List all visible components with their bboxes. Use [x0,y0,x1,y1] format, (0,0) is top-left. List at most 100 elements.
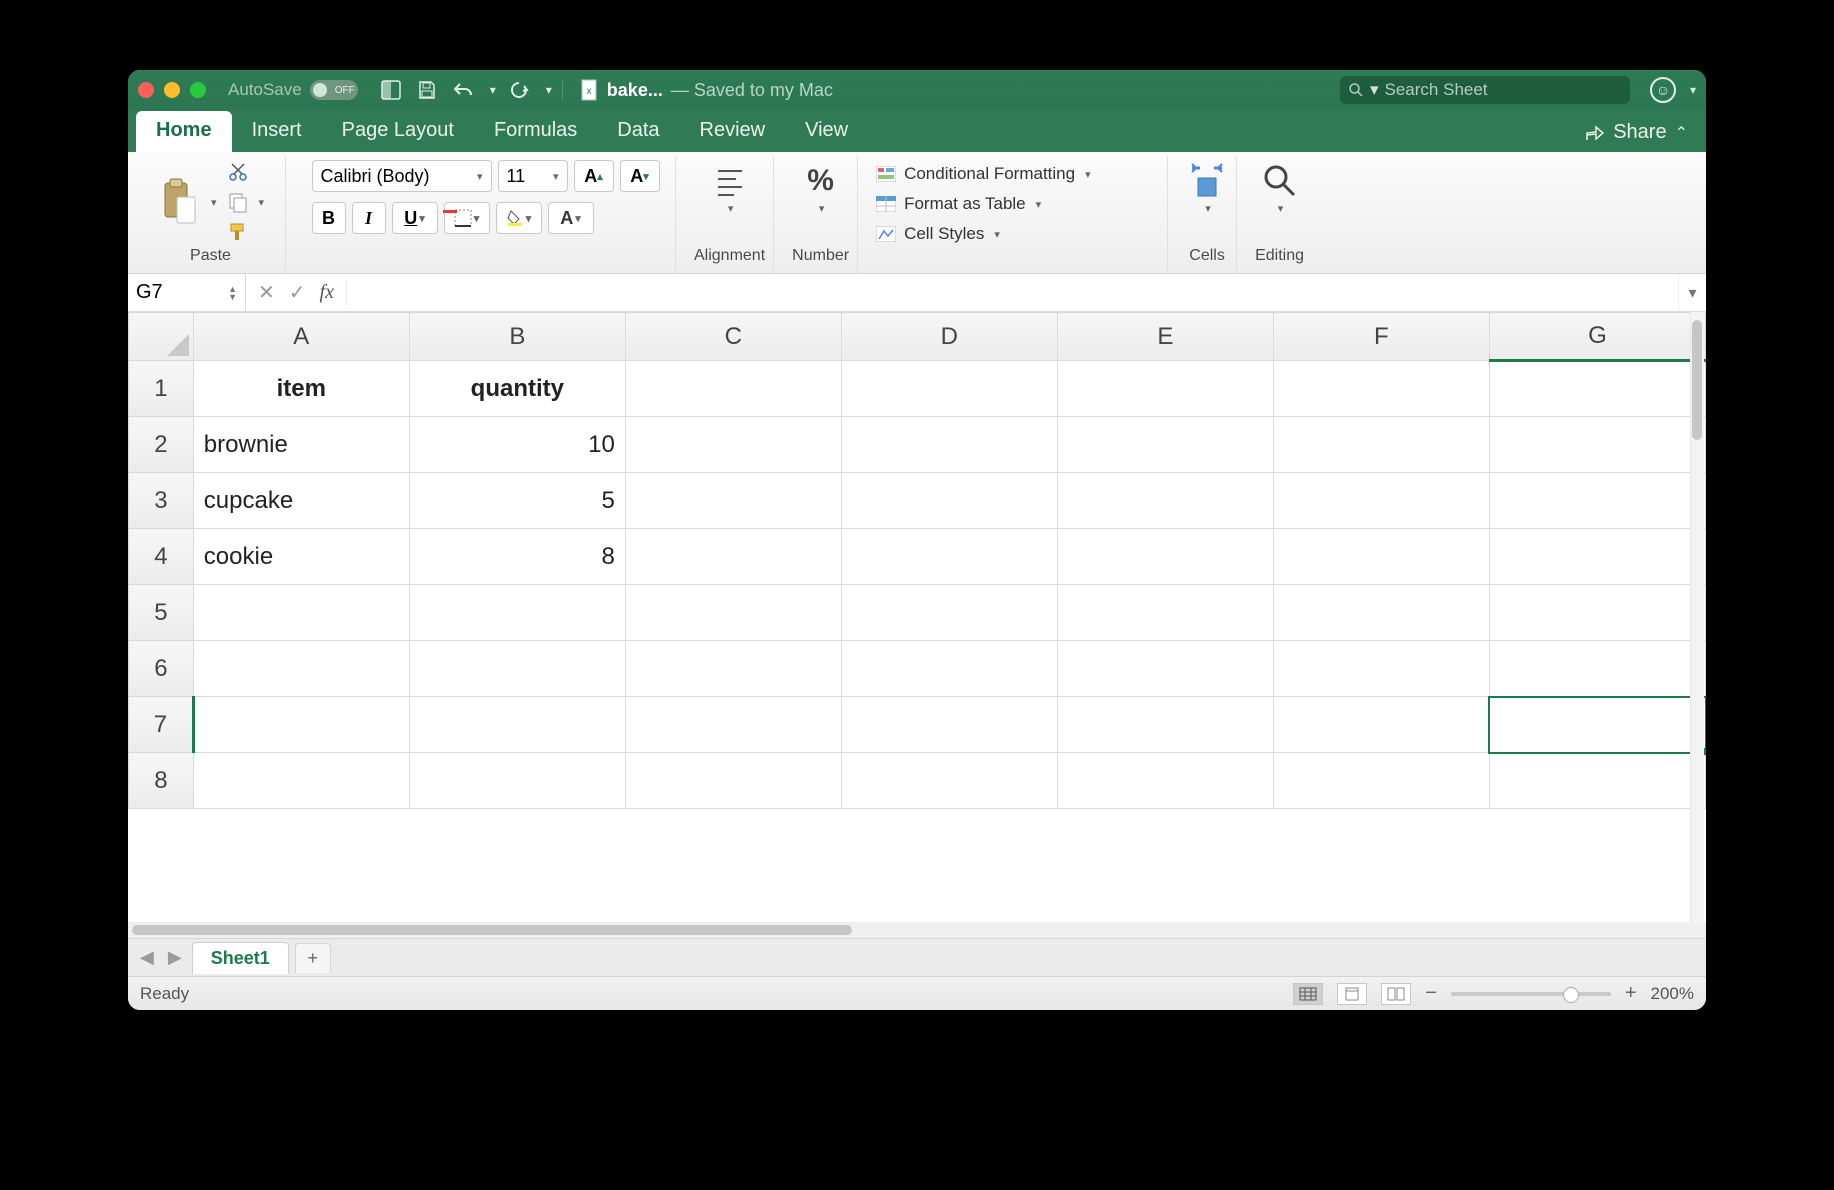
cell[interactable] [841,585,1057,641]
close-window-button[interactable] [138,82,154,98]
italic-button[interactable]: I [352,202,386,234]
cell[interactable] [1489,753,1705,809]
feedback-dropdown[interactable]: ▾ [1690,83,1696,97]
cell[interactable] [1057,641,1273,697]
autosave-toggle[interactable]: AutoSave OFF [228,80,358,100]
qat-customize[interactable]: ▾ [546,83,552,97]
sheet-tab[interactable]: Sheet1 [192,942,289,974]
cell[interactable] [1489,361,1705,417]
cell[interactable] [409,697,625,753]
cell[interactable] [625,585,841,641]
cell[interactable]: brownie [193,417,409,473]
tab-view[interactable]: View [785,111,868,152]
cell[interactable] [625,417,841,473]
number-format-button[interactable]: % [800,160,842,202]
alignment-dropdown[interactable]: ▾ [728,202,734,215]
fill-color-button[interactable]: ▾ [496,202,542,234]
undo-icon[interactable] [450,79,476,101]
sheet-nav-next[interactable]: ▶ [164,947,186,968]
cell[interactable]: 5 [409,473,625,529]
cancel-formula-icon[interactable]: ✕ [258,280,275,305]
expand-formula-bar[interactable]: ▾ [1678,274,1706,311]
cell[interactable] [841,753,1057,809]
bold-button[interactable]: B [312,202,346,234]
editing-dropdown[interactable]: ▾ [1278,202,1284,215]
cell[interactable] [1057,417,1273,473]
cell[interactable] [1057,529,1273,585]
save-icon[interactable] [414,79,440,101]
spreadsheet-grid[interactable]: A B C D E F G 1 item quantity [128,312,1706,922]
alignment-button[interactable] [709,160,751,202]
cell[interactable] [1057,697,1273,753]
cell[interactable] [841,473,1057,529]
font-size-select[interactable]: 11▾ [498,160,568,192]
zoom-in-button[interactable]: + [1625,982,1637,1005]
cell[interactable] [841,697,1057,753]
cell[interactable]: cupcake [193,473,409,529]
zoom-out-button[interactable]: − [1425,982,1437,1005]
row-header[interactable]: 1 [129,361,194,417]
sheet-nav-prev[interactable]: ◀ [136,947,158,968]
number-dropdown[interactable]: ▾ [819,202,825,215]
tab-page-layout[interactable]: Page Layout [322,111,474,152]
row-header[interactable]: 7 [129,697,194,753]
cell[interactable] [193,641,409,697]
row-header[interactable]: 3 [129,473,194,529]
cell[interactable] [1273,753,1489,809]
view-normal-button[interactable] [1293,983,1323,1005]
cell[interactable] [1057,361,1273,417]
view-page-break-button[interactable] [1381,983,1411,1005]
cell[interactable]: quantity [409,361,625,417]
cell[interactable] [193,697,409,753]
cell[interactable] [409,641,625,697]
cell[interactable] [625,753,841,809]
decrease-font-button[interactable]: A▾ [620,160,660,192]
cell[interactable] [1273,361,1489,417]
cell[interactable] [841,417,1057,473]
cells-dropdown[interactable]: ▾ [1205,202,1211,215]
tab-review[interactable]: Review [680,111,786,152]
cell[interactable] [625,361,841,417]
cell[interactable] [1489,473,1705,529]
name-box[interactable]: G7 ▲▼ [128,274,246,311]
vertical-scrollbar[interactable] [1690,312,1704,922]
cell-styles-button[interactable]: Cell Styles▾ [876,224,1091,244]
cell[interactable] [193,753,409,809]
horizontal-scrollbar[interactable] [128,922,1706,938]
zoom-slider[interactable] [1451,992,1611,996]
undo-dropdown[interactable]: ▾ [490,83,496,97]
cell[interactable] [841,641,1057,697]
row-header[interactable]: 6 [129,641,194,697]
feedback-icon[interactable]: ☺ [1650,77,1676,103]
view-page-layout-button[interactable] [1337,983,1367,1005]
share-button[interactable]: Share ⌃ [1575,121,1698,152]
fx-label[interactable]: fx [320,281,334,304]
cell[interactable]: 10 [409,417,625,473]
cell[interactable] [1489,585,1705,641]
cut-icon[interactable] [225,160,251,184]
cell[interactable] [1273,585,1489,641]
minimize-window-button[interactable] [164,82,180,98]
redo-icon[interactable] [506,79,532,101]
maximize-window-button[interactable] [190,82,206,98]
row-header[interactable]: 8 [129,753,194,809]
cell[interactable] [193,585,409,641]
cell[interactable] [625,697,841,753]
tab-data[interactable]: Data [597,111,679,152]
underline-button[interactable]: U▾ [392,202,438,234]
format-as-table-button[interactable]: Format as Table▾ [876,194,1091,214]
font-name-select[interactable]: Calibri (Body)▾ [312,160,492,192]
col-header-d[interactable]: D [841,313,1057,361]
copy-icon[interactable] [225,190,251,214]
row-header[interactable]: 2 [129,417,194,473]
cell[interactable]: cookie [193,529,409,585]
accept-formula-icon[interactable]: ✓ [289,280,306,305]
cell[interactable] [1273,529,1489,585]
cell[interactable] [1489,529,1705,585]
tab-home[interactable]: Home [136,111,232,152]
cell[interactable] [1489,641,1705,697]
row-header[interactable]: 5 [129,585,194,641]
cell[interactable] [841,361,1057,417]
conditional-formatting-button[interactable]: Conditional Formatting▾ [876,164,1091,184]
cell[interactable] [409,753,625,809]
